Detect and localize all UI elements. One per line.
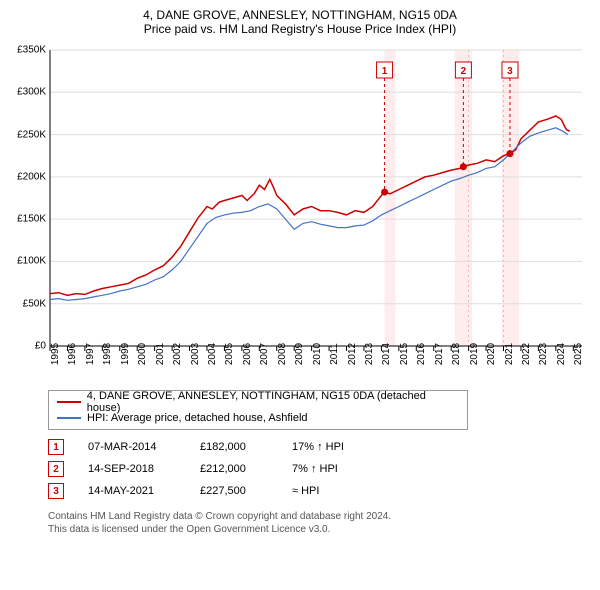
attribution-line-1: Contains HM Land Registry data © Crown c…: [48, 510, 590, 523]
y-tick-label: £350K: [17, 45, 46, 56]
legend-label-2: HPI: Average price, detached house, Ashf…: [87, 412, 308, 424]
chart-title: 4, DANE GROVE, ANNESLEY, NOTTINGHAM, NG1…: [10, 8, 590, 22]
sale-price-3: £227,500: [200, 485, 268, 497]
legend-box: 4, DANE GROVE, ANNESLEY, NOTTINGHAM, NG1…: [48, 390, 468, 430]
y-tick-label: £200K: [17, 171, 46, 182]
chart-container: 4, DANE GROVE, ANNESLEY, NOTTINGHAM, NG1…: [0, 0, 600, 590]
y-tick-label: £50K: [23, 298, 46, 309]
sale-pct-2: 7% ↑ HPI: [292, 463, 362, 475]
legend-swatch-1: [57, 401, 81, 403]
svg-text:1: 1: [382, 66, 388, 77]
sale-pct-3: ≈ HPI: [292, 485, 362, 497]
x-tick-label: 2025: [573, 343, 600, 365]
attribution-line-2: This data is licensed under the Open Gov…: [48, 523, 590, 536]
y-tick-label: £0: [35, 341, 46, 352]
sale-marker-1: 1: [48, 439, 64, 455]
sale-marker-3: 3: [48, 483, 64, 499]
legend-label-1: 4, DANE GROVE, ANNESLEY, NOTTINGHAM, NG1…: [87, 390, 459, 414]
sale-table: 1 07-MAR-2014 £182,000 17% ↑ HPI 2 14-SE…: [48, 436, 590, 502]
svg-text:3: 3: [507, 66, 513, 77]
sale-price-1: £182,000: [200, 441, 268, 453]
sale-row-3: 3 14-MAY-2021 £227,500 ≈ HPI: [48, 480, 590, 502]
y-tick-label: £300K: [17, 87, 46, 98]
attribution: Contains HM Land Registry data © Crown c…: [48, 510, 590, 536]
sale-date-3: 14-MAY-2021: [88, 485, 176, 497]
chart-plot-area: 1 2 3 £0 £50K £100K £150K £200K £250K £300K £350K…: [10, 42, 590, 382]
y-tick-label: £150K: [17, 214, 46, 225]
sale-price-2: £212,000: [200, 463, 268, 475]
y-tick-label: £250K: [17, 129, 46, 140]
sale-date-1: 07-MAR-2014: [88, 441, 176, 453]
sale-row-2: 2 14-SEP-2018 £212,000 7% ↑ HPI: [48, 458, 590, 480]
svg-text:2: 2: [461, 66, 467, 77]
chart-subtitle: Price paid vs. HM Land Registry's House …: [10, 22, 590, 36]
chart-svg: 1 2 3: [10, 42, 590, 382]
y-tick-label: £100K: [17, 256, 46, 267]
sale-row-1: 1 07-MAR-2014 £182,000 17% ↑ HPI: [48, 436, 590, 458]
sale-date-2: 14-SEP-2018: [88, 463, 176, 475]
legend-row-1: 4, DANE GROVE, ANNESLEY, NOTTINGHAM, NG1…: [57, 394, 459, 410]
sale-pct-1: 17% ↑ HPI: [292, 441, 362, 453]
legend-swatch-2: [57, 417, 81, 419]
sale-marker-2: 2: [48, 461, 64, 477]
